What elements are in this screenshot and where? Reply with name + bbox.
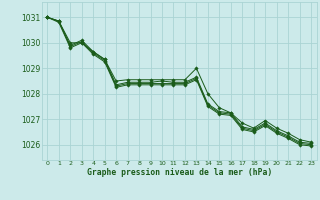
X-axis label: Graphe pression niveau de la mer (hPa): Graphe pression niveau de la mer (hPa)	[87, 168, 272, 177]
